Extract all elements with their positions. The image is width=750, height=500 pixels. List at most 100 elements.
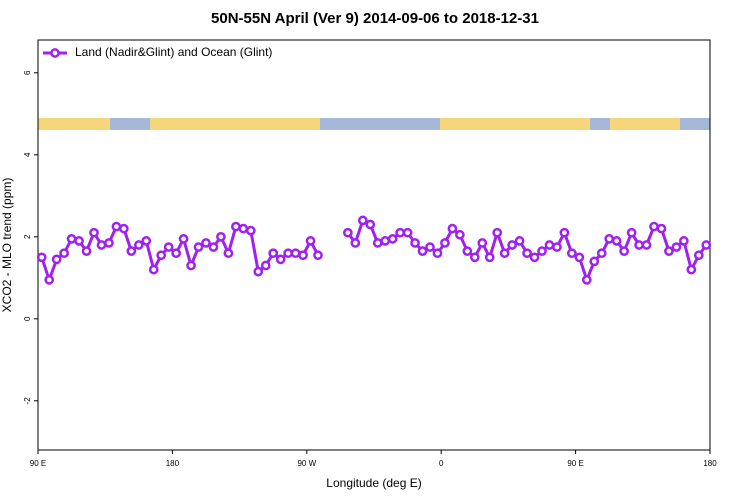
data-point <box>395 227 405 238</box>
data-point <box>178 234 189 244</box>
data-point <box>626 227 637 238</box>
data-point <box>596 248 607 259</box>
data-point <box>552 242 562 252</box>
data-point <box>126 246 137 256</box>
data-point <box>223 248 234 259</box>
data-point <box>96 240 107 250</box>
data-point <box>656 223 667 234</box>
data-point <box>492 227 503 238</box>
y-tick-label: 6 <box>23 70 32 75</box>
data-point <box>484 252 495 263</box>
data-point <box>156 250 167 261</box>
data-point <box>74 236 84 246</box>
data-point <box>671 242 682 252</box>
data-point <box>290 248 301 259</box>
data-point <box>455 229 465 240</box>
data-point <box>119 223 129 234</box>
data-point <box>141 236 152 246</box>
data-point <box>567 248 577 259</box>
data-point <box>701 240 712 250</box>
data-point <box>238 223 249 234</box>
data-point <box>89 227 99 238</box>
data-point <box>231 221 241 232</box>
data-point <box>372 238 383 248</box>
data-point <box>186 260 196 271</box>
data-point <box>514 236 525 246</box>
x-tick-label: 0 <box>439 459 444 468</box>
x-tick-label: 180 <box>166 459 180 468</box>
data-point <box>619 246 629 256</box>
data-point <box>604 234 615 244</box>
y-axis-label: XCO2 - MLO trend (ppm) <box>0 178 14 313</box>
land-ocean-strip <box>38 118 710 130</box>
y-tick-label: 2 <box>23 234 32 239</box>
data-point <box>529 252 540 263</box>
data-point <box>402 227 413 238</box>
data-point <box>208 242 219 252</box>
data-point <box>537 246 547 256</box>
data-point <box>589 256 600 267</box>
data-point <box>36 252 47 263</box>
data-point <box>634 240 644 250</box>
data-point <box>574 252 585 263</box>
data-point <box>283 248 293 259</box>
data-point <box>59 248 69 259</box>
data-point <box>260 260 271 271</box>
data-point <box>81 246 92 256</box>
data-point <box>357 215 368 226</box>
data-point <box>298 250 308 261</box>
data-point <box>350 238 361 248</box>
x-tick-label: 180 <box>703 459 717 468</box>
data-point <box>313 250 323 261</box>
data-point <box>111 221 122 232</box>
x-tick-label: 90 W <box>297 459 316 468</box>
data-point <box>193 242 204 252</box>
data-point <box>649 221 659 232</box>
data-point <box>104 238 114 248</box>
data-point <box>686 264 697 275</box>
x-axis-label: Longitude (deg E) <box>326 476 421 490</box>
data-point <box>245 225 256 236</box>
data-point <box>51 254 62 265</box>
data-point <box>201 238 211 248</box>
data-point <box>522 248 532 259</box>
data-point <box>679 236 689 246</box>
data-point <box>305 236 316 246</box>
data-point <box>387 234 398 244</box>
data-point <box>477 238 488 248</box>
data-point <box>499 248 510 259</box>
data-point <box>44 275 55 285</box>
x-tick-label: 90 E <box>567 459 583 468</box>
data-point <box>148 264 159 275</box>
data-point <box>507 240 517 250</box>
data-point <box>425 242 435 252</box>
legend-label: Land (Nadir&Glint) and Ocean (Glint) <box>75 45 272 59</box>
data-point <box>253 266 264 277</box>
data-point <box>216 231 226 242</box>
series-line <box>40 218 708 285</box>
data-point <box>462 246 473 256</box>
legend-marker <box>50 48 60 58</box>
data-point <box>581 275 592 285</box>
data-point <box>440 238 450 248</box>
y-tick-label: 4 <box>23 152 32 157</box>
y-tick-label: -2 <box>23 397 32 405</box>
data-point <box>447 223 458 234</box>
data-point <box>171 248 181 259</box>
x-tick-label: 90 E <box>30 459 46 468</box>
data-point <box>410 238 420 248</box>
chart-title: 50N-55N April (Ver 9) 2014-09-06 to 2018… <box>211 10 539 27</box>
data-point <box>559 227 570 238</box>
data-point <box>544 240 555 250</box>
data-point <box>275 254 286 265</box>
data-point <box>133 240 144 250</box>
data-point <box>641 240 652 250</box>
data-point <box>268 248 279 259</box>
data-point <box>611 236 622 246</box>
data-point <box>380 236 391 246</box>
data-point <box>163 242 174 252</box>
data-point <box>417 246 428 256</box>
data-point <box>343 227 353 238</box>
data-point <box>664 246 674 256</box>
